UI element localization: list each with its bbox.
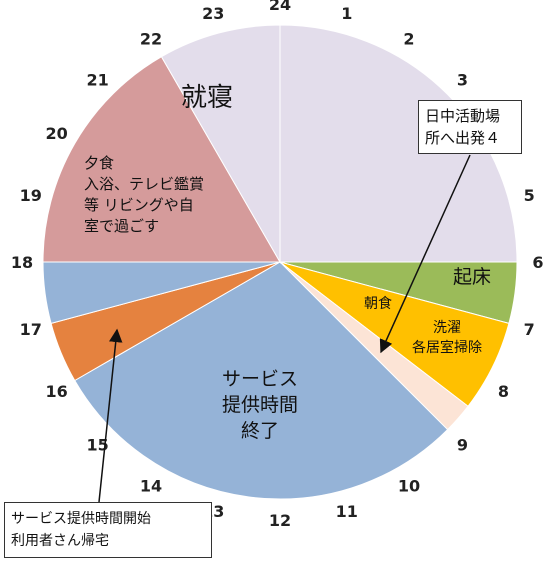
hour-label-10: 10	[398, 476, 420, 495]
hour-label-21: 21	[86, 71, 108, 90]
box-start-line: サービス提供時間開始	[11, 511, 151, 527]
box-depart-line: 所へ出発４	[425, 129, 501, 147]
slice-label-2: 洗濯各居室掃除	[412, 320, 482, 356]
pie-slices	[42, 24, 518, 500]
hour-label-20: 20	[45, 124, 67, 143]
box-depart-line: 日中活動場	[425, 107, 501, 125]
hour-label-2: 2	[403, 30, 414, 49]
hour-label-18: 18	[11, 253, 33, 272]
depart-arrow	[379, 154, 471, 354]
hour-label-12: 12	[269, 511, 291, 530]
slice-label-1: 起床	[453, 266, 491, 288]
hour-label-5: 5	[524, 186, 535, 205]
clock-hour-labels: 241234567891011121314151617181920212223	[11, 0, 544, 530]
slice-label-7: 夕食入浴、テレビ鑑賞等 リビングや自室で過ごす	[84, 154, 204, 235]
hour-label-7: 7	[524, 320, 535, 339]
hour-label-8: 8	[498, 382, 509, 401]
pie-slice-7	[42, 56, 281, 263]
hour-label-23: 23	[202, 4, 224, 23]
pie-slice-0	[279, 24, 518, 263]
hour-label-22: 22	[140, 30, 162, 49]
hour-label-24: 24	[269, 0, 291, 14]
hour-label-11: 11	[336, 502, 358, 521]
hour-label-15: 15	[86, 435, 108, 454]
hour-label-19: 19	[20, 186, 42, 205]
service-start-arrow	[98, 328, 123, 503]
slice-label-0: 就寝	[181, 83, 233, 113]
pie-slice-8	[160, 24, 281, 264]
hour-label-6: 6	[532, 253, 543, 272]
depart-callout: 日中活動場所へ出発４	[418, 100, 522, 154]
hour-label-17: 17	[20, 320, 42, 339]
slice-label-3: 朝食	[364, 295, 392, 312]
hour-label-14: 14	[140, 476, 162, 495]
service-start-callout: サービス提供時間開始 利用者さん帰宅	[4, 502, 212, 558]
hour-label-9: 9	[457, 435, 468, 454]
callout-arrows	[98, 154, 471, 503]
slice-label-4: サービス提供時間終了	[222, 368, 298, 442]
hour-label-3: 3	[457, 71, 468, 90]
hour-label-16: 16	[45, 382, 67, 401]
hour-label-1: 1	[341, 4, 352, 23]
box-start-line: 利用者さん帰宅	[11, 533, 109, 549]
